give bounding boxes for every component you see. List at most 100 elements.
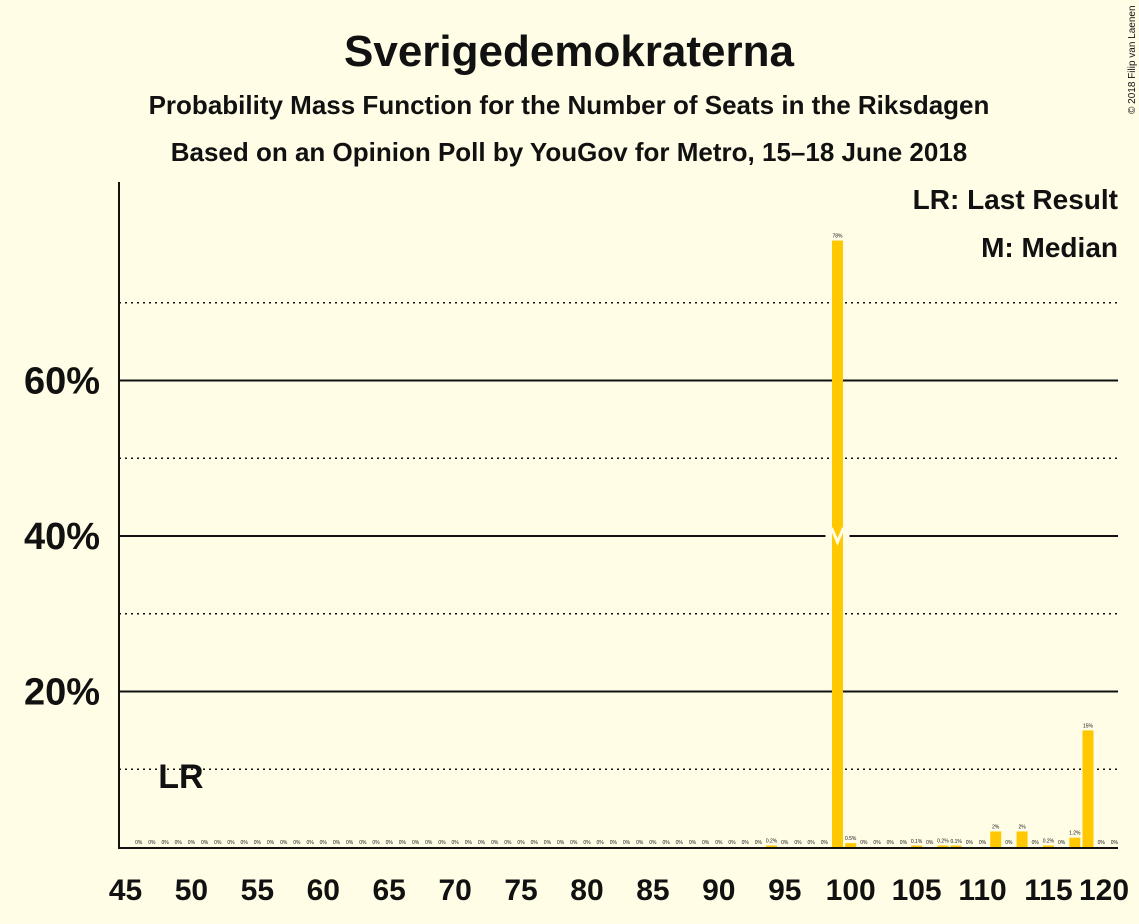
bar-label: 0%: [214, 840, 222, 846]
bar-label: 0%: [966, 840, 974, 846]
bar: [1082, 730, 1094, 847]
x-tick-label: 95: [768, 874, 801, 907]
bar-labels: 0% 0% 0% 0% 0% 0% 0% 0% 0% 0% 0% 0% 0% 0% 0% 0% 0% 0% 0% 0%…: [135, 234, 1118, 846]
bar-label: 0%: [1058, 840, 1066, 846]
bar-label: 0%: [1005, 840, 1013, 846]
y-tick-label: 20%: [24, 672, 100, 714]
bars: [766, 240, 1094, 848]
x-tick-label: 115: [1024, 874, 1072, 907]
bar-label: 0%: [821, 840, 829, 846]
bar: [845, 843, 857, 847]
bar-label: 15%: [1083, 723, 1094, 729]
bar-label: 0%: [438, 840, 446, 846]
bar-label: 0%: [676, 840, 684, 846]
bar-label: 0%: [715, 840, 723, 846]
bar-label: 0%: [465, 840, 473, 846]
bar-label: 0%: [254, 840, 262, 846]
bar-label: 0%: [399, 840, 407, 846]
x-tick-label: 75: [504, 874, 537, 907]
bar-label: 0%: [478, 840, 486, 846]
chart-subtitle-poll: Based on an Opinion Poll by YouGov for M…: [171, 137, 968, 167]
bar-label: 0%: [386, 840, 394, 846]
bar-label: 0%: [583, 840, 591, 846]
bar-label: 0%: [333, 840, 341, 846]
bar: [766, 845, 778, 847]
bar-label: 0%: [873, 840, 881, 846]
bar-label: 0%: [1111, 840, 1119, 846]
bar-label: 0%: [742, 840, 750, 846]
bar: [937, 845, 949, 847]
bar-label: 0%: [175, 840, 183, 846]
x-tick-label: 120: [1079, 874, 1129, 907]
x-tick-label: 80: [570, 874, 603, 907]
bar-label: 0%: [794, 840, 802, 846]
bar-label: 2%: [992, 824, 1000, 830]
bar-label: 0%: [1032, 840, 1040, 846]
bar-label: 0%: [900, 840, 908, 846]
bar-label: 0%: [241, 840, 249, 846]
bar-label: 0%: [755, 840, 763, 846]
bar-label: 0%: [808, 840, 816, 846]
bar-label: 0%: [280, 840, 288, 846]
bar-label: 0%: [979, 840, 987, 846]
bar-label: 0%: [293, 840, 301, 846]
bar-label: 0%: [201, 840, 209, 846]
bar-label: 0%: [504, 840, 512, 846]
bar-label: 0%: [1098, 840, 1106, 846]
bar: [1069, 837, 1081, 847]
chart-title: Sverigedemokraterna: [344, 27, 795, 76]
x-tick-label: 55: [241, 874, 274, 907]
last-result-marker: LR: [158, 758, 203, 796]
bar-label: 0.5%: [845, 836, 857, 842]
bar-label: 0%: [320, 840, 328, 846]
y-axis-ticks: 20% 40% 60%: [24, 361, 100, 714]
bar-label: 0%: [372, 840, 380, 846]
bar-label: 0%: [570, 840, 578, 846]
bar-label: 0%: [135, 840, 143, 846]
bar-label: 0%: [346, 840, 354, 846]
bar-label: 1.2%: [1069, 831, 1081, 837]
bar-label: 0%: [425, 840, 433, 846]
x-tick-label: 100: [826, 874, 876, 907]
bar: [1042, 845, 1054, 847]
bar: [911, 845, 923, 847]
bar-label: 0.2%: [1043, 838, 1055, 844]
bar-label: 0.1%: [911, 839, 923, 845]
x-tick-label: 60: [307, 874, 340, 907]
x-tick-label: 65: [373, 874, 406, 907]
bar: [990, 831, 1002, 847]
bar-label: 0%: [359, 840, 367, 846]
bar-label: 0%: [623, 840, 631, 846]
x-tick-label: 45: [109, 874, 142, 907]
bar-label: 2%: [1018, 824, 1026, 830]
bar-label: 0%: [267, 840, 275, 846]
bar-label: 0%: [544, 840, 552, 846]
x-tick-label: 110: [958, 874, 1006, 907]
bar-label: 0%: [531, 840, 539, 846]
y-tick-label: 40%: [24, 516, 100, 558]
x-tick-label: 105: [892, 874, 942, 907]
gridlines: [119, 302, 1118, 770]
bar-label: 0%: [452, 840, 460, 846]
median-marker: [830, 527, 845, 546]
bar-label: 0%: [597, 840, 605, 846]
chart-subtitle: Probability Mass Function for the Number…: [149, 90, 990, 120]
bar-label: 78%: [832, 234, 843, 240]
x-tick-label: 90: [702, 874, 735, 907]
legend-last-result: LR: Last Result: [913, 184, 1118, 215]
bar-label: 0%: [860, 840, 868, 846]
bar-label: 0%: [306, 840, 314, 846]
bar-label: 0%: [517, 840, 525, 846]
bar-label: 0%: [161, 840, 169, 846]
copyright-notice: © 2018 Filip van Laenen: [1127, 5, 1138, 114]
bar: [1016, 831, 1028, 847]
bar-label: 0%: [649, 840, 657, 846]
x-tick-label: 85: [636, 874, 669, 907]
bar-label: 0.2%: [937, 838, 949, 844]
x-tick-label: 70: [438, 874, 471, 907]
bar-label: 0%: [610, 840, 618, 846]
bar-label: 0%: [689, 840, 697, 846]
bar-label: 0%: [702, 840, 710, 846]
y-tick-label: 60%: [24, 361, 100, 403]
